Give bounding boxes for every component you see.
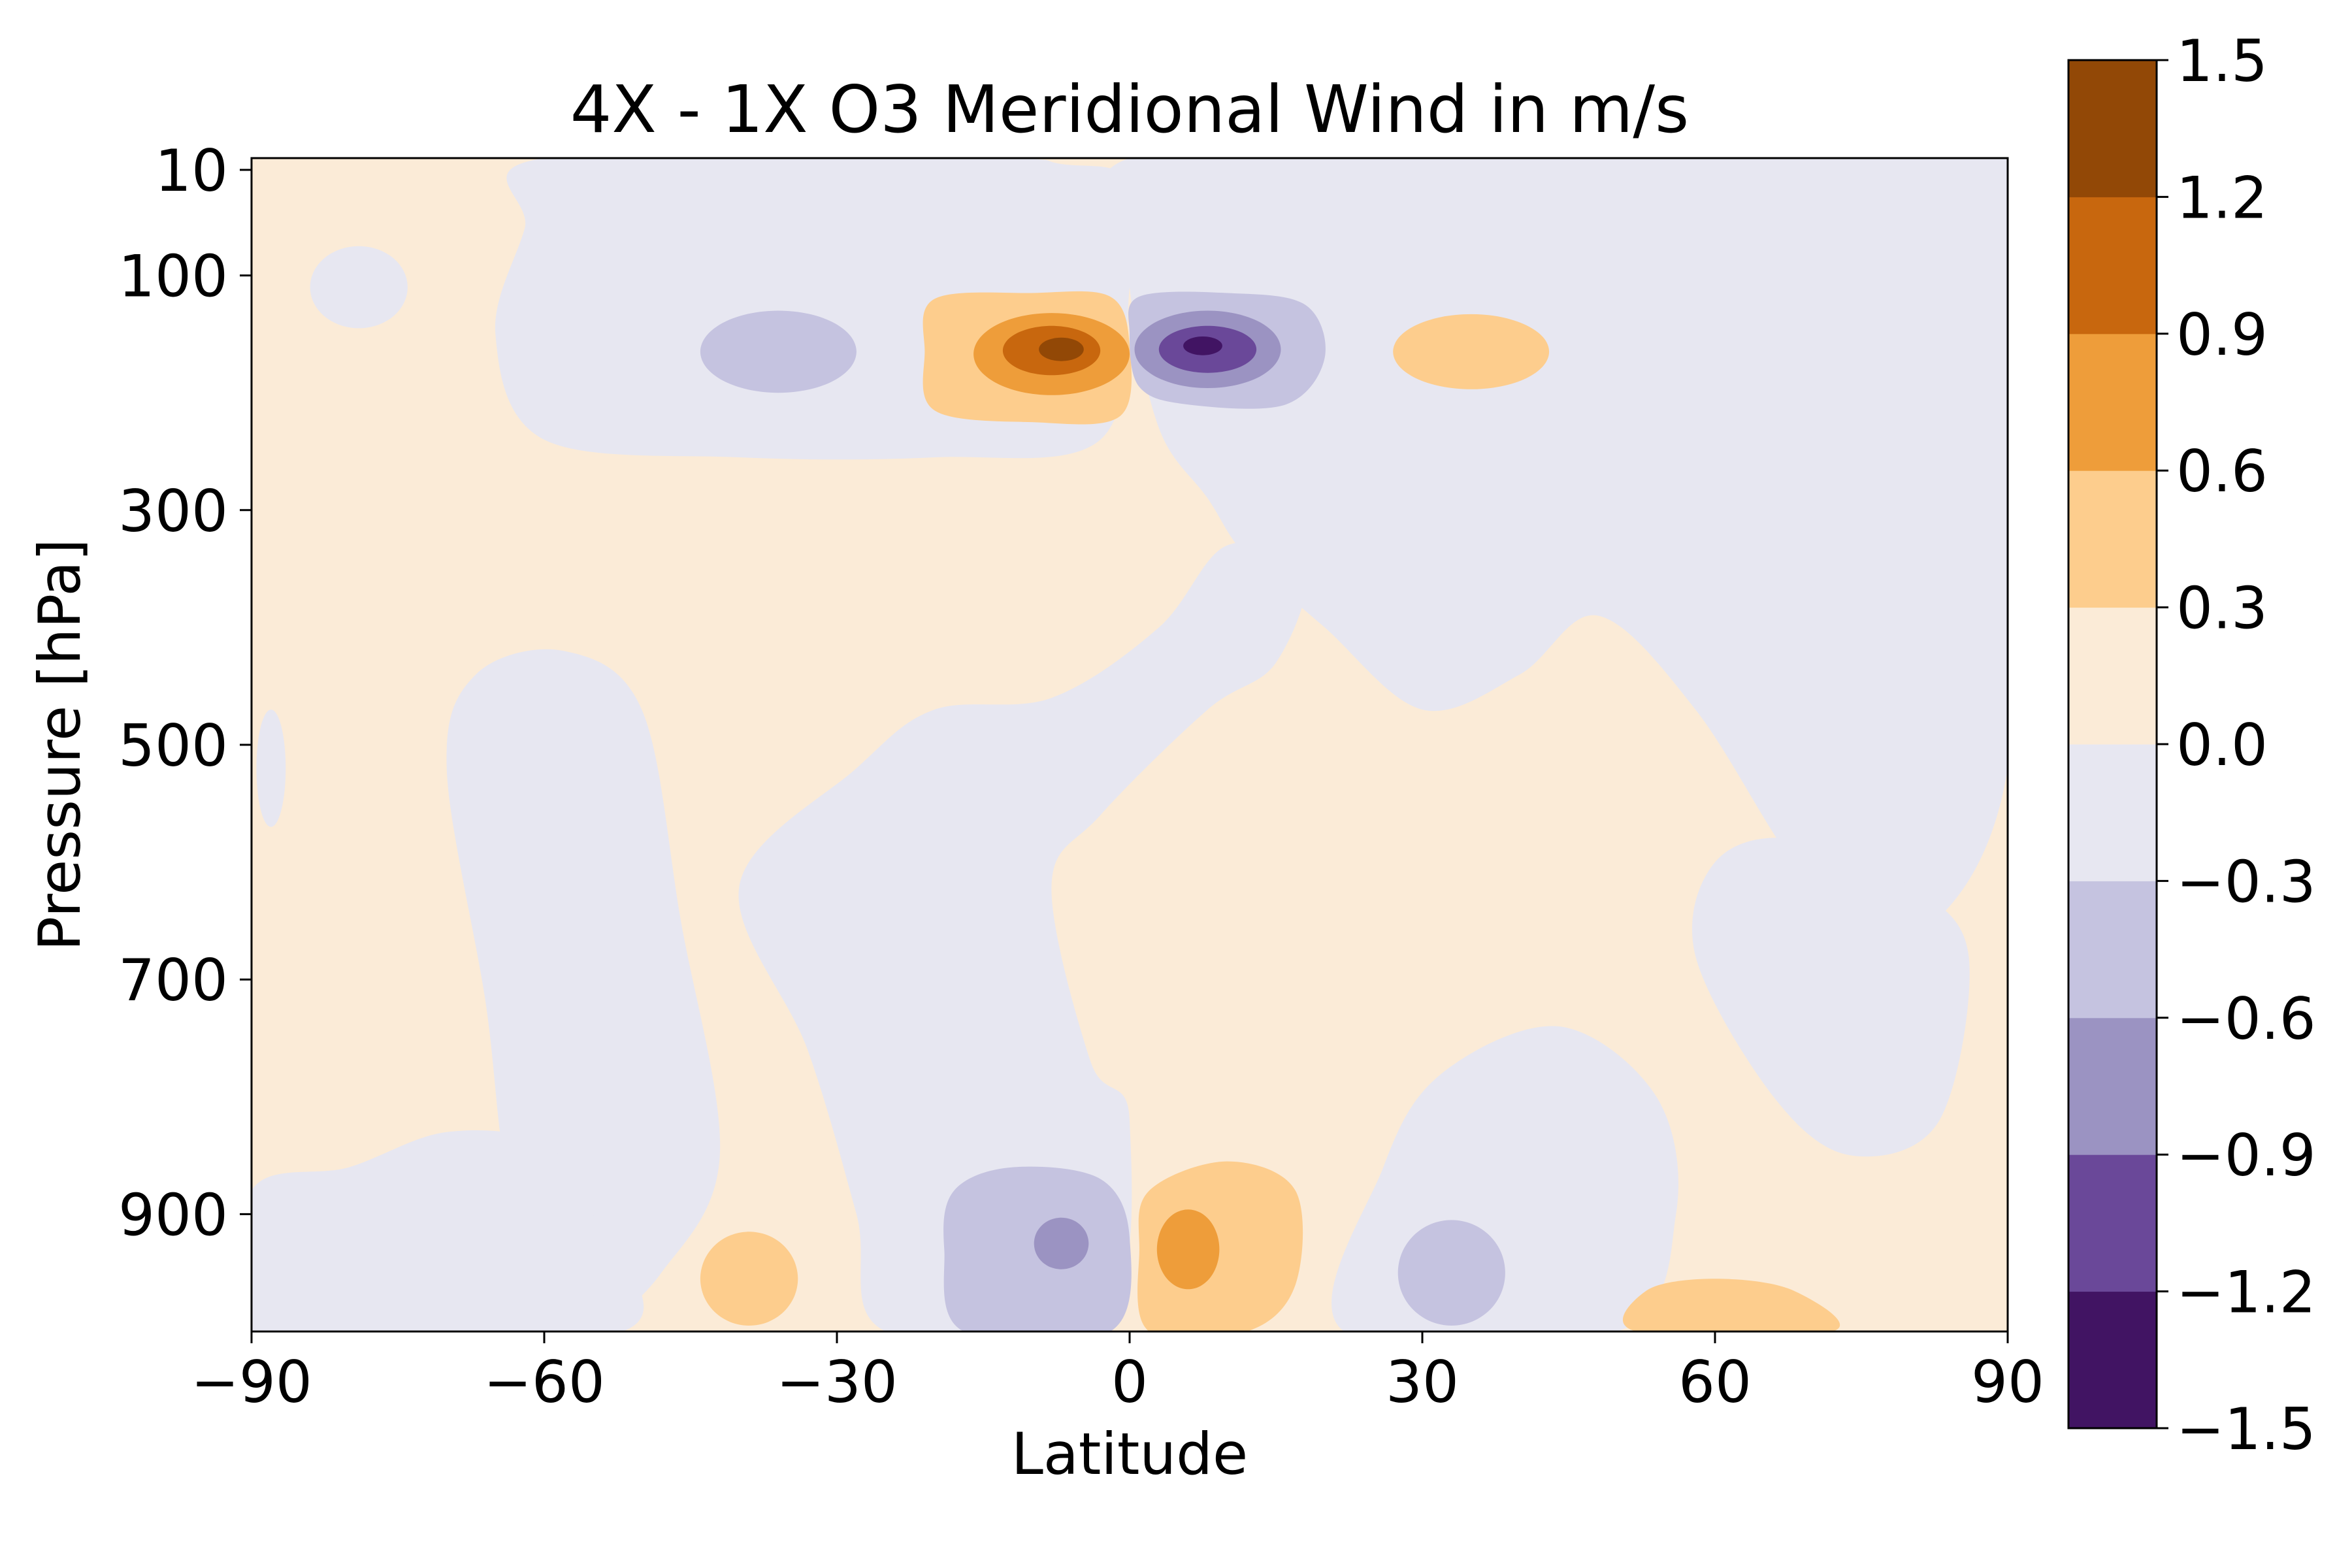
colorbar-tick-label: −1.5 [2176,1396,2316,1463]
contour-neg-weak-upper-north [1100,158,2008,958]
contour-neg-0.3-lobe-surface [1397,1220,1505,1326]
colorbar-band [2068,607,2157,745]
x-tick-label: −30 [776,1348,898,1416]
y-tick-label: 900 [118,1181,228,1249]
y-axis-label: Pressure [hPa] [26,538,93,951]
y-tick-label: 500 [118,712,228,779]
colorbar-tick-label: 0.9 [2176,301,2268,368]
x-tick-label: 30 [1386,1348,1459,1416]
contour-neg-weak-south-surface [252,1130,644,1331]
contour-neg-0.3-lobe-upper [700,310,857,393]
contour-neg-weak-small-1 [310,246,408,329]
colorbar: −1.5 −1.2 −0.9 −0.6 −0.3 0.0 0.3 0.6 0.9 1.2 1.5 [2067,27,2316,1463]
contour-pos-0.3-north-high-surface [1622,1279,1840,1331]
contour-neg-0.6-south-surface [1034,1217,1089,1269]
contour-pos-1.2-south-upper [1039,337,1084,361]
y-tick-label: 300 [118,478,228,545]
contour-neg-weak-central-column [738,542,1307,1331]
colorbar-tick-label: 0.6 [2176,438,2268,505]
colorbar-band [2068,881,2157,1019]
y-tick-label: 10 [155,137,228,204]
colorbar-band [2068,60,2157,197]
contour-pos-0.3-lobe-surface [700,1232,798,1326]
y-tick-label: 100 [118,243,228,310]
colorbar-band [2068,1017,2157,1155]
x-tick-label: 90 [1971,1348,2044,1416]
colorbar-band [2068,470,2157,608]
contour-regions [252,158,2008,1331]
contour-pos-0.3-north-surface [1137,1161,1303,1331]
contour-neg-weak-north-high [1691,838,1970,1157]
x-axis-label: Latitude [1011,1420,1248,1488]
colorbar-band [2068,333,2157,471]
colorbar-tick-label: 0.3 [2176,575,2268,642]
colorbar-tick-label: −1.2 [2176,1259,2316,1326]
contour-pos-0.6-north-surface [1156,1209,1220,1290]
y-tick-label: 700 [118,947,228,1014]
x-tick-label: 60 [1678,1348,1752,1416]
colorbar-tick-label: −0.3 [2176,848,2316,915]
x-axis: −90 −60 −30 0 30 60 90 [191,1331,2044,1416]
x-tick-label: 0 [1111,1348,1148,1416]
x-tick-label: −60 [483,1348,605,1416]
colorbar-tick-label: 1.2 [2176,164,2268,231]
colorbar-band [2068,197,2157,335]
contour-pos-0.3-lobe-upper [1393,314,1550,389]
colorbar-tick-label: −0.9 [2176,1122,2316,1189]
contour-neg-weak-small-2 [256,710,286,827]
contour-neg-1.2-north-upper [1183,336,1222,355]
colorbar-band [2068,1291,2157,1429]
colorbar-tick-label: −0.6 [2176,985,2316,1053]
x-tick-label: −90 [191,1348,312,1416]
plot-area [250,157,2009,1333]
colorbar-band [2068,1154,2157,1292]
colorbar-tick-label: 0.0 [2176,711,2268,779]
colorbar-band [2068,744,2157,881]
chart-title: 4X - 1X O3 Meridional Wind in m/s [570,71,1689,148]
colorbar-tick-label: 1.5 [2176,27,2268,95]
y-axis: 10 100 300 500 700 900 [118,137,252,1249]
